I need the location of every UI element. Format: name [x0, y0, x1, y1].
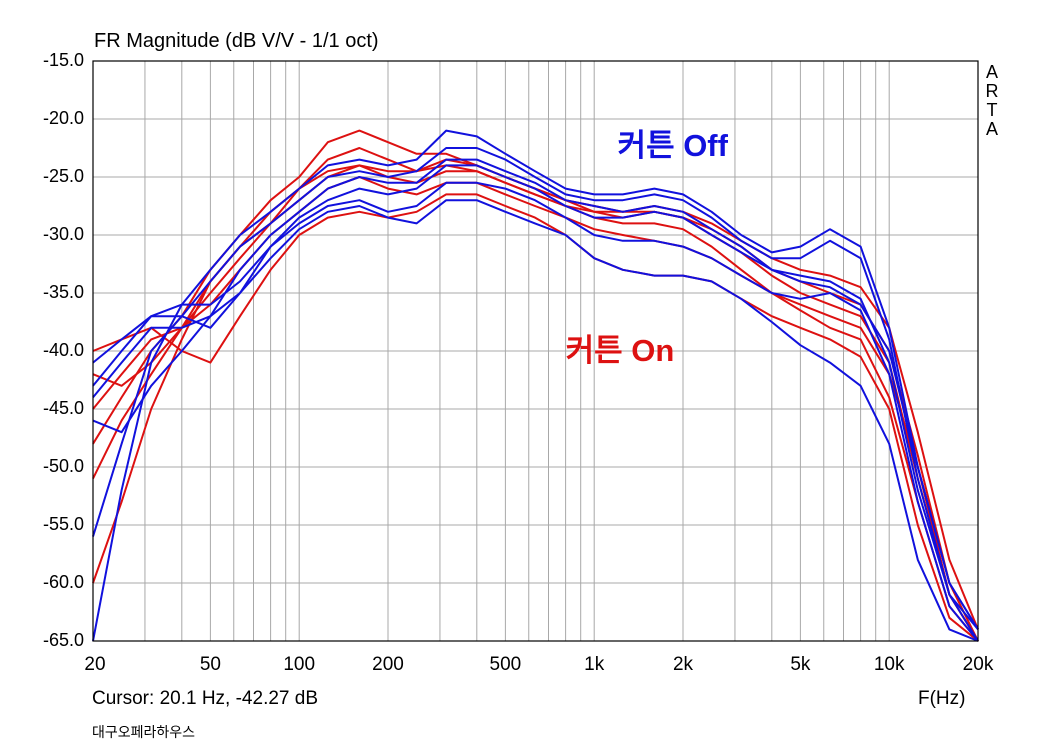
x-tick-label: 1k — [584, 654, 605, 675]
watermark: 대구오페라하우스 — [92, 724, 196, 740]
x-tick-label: 50 — [199, 654, 221, 675]
series-line-off — [92, 164, 979, 642]
x-tick-label: 10k — [873, 654, 905, 675]
series-line-off — [92, 129, 979, 642]
series-layer — [92, 129, 979, 642]
series-line-on — [92, 147, 979, 642]
y-tick-label: -50.0 — [42, 456, 84, 476]
series-line-on — [92, 158, 979, 642]
arta-letter: T — [986, 100, 998, 120]
x-tick-label: 2k — [672, 654, 694, 675]
plot-frame — [92, 60, 979, 642]
x-tick-label: 500 — [489, 654, 522, 675]
y-tick-label: -15.0 — [42, 50, 84, 70]
y-tick-label: -20.0 — [42, 108, 84, 128]
x-tick-label: 20k — [962, 654, 994, 675]
x-tick-label: 100 — [283, 654, 316, 675]
series-line-off — [92, 147, 979, 631]
x-tick-label: 200 — [372, 654, 404, 675]
arta-letter: A — [985, 119, 998, 139]
y-tick-label: -30.0 — [42, 224, 84, 244]
y-tick-label: -25.0 — [42, 166, 84, 186]
y-tick-label: -55.0 — [42, 514, 84, 534]
y-tick-label: -65.0 — [42, 630, 84, 650]
cursor-readout: Cursor: 20.1 Hz, -42.27 dB — [92, 688, 318, 709]
series-line-off — [92, 199, 979, 642]
series-line-off — [92, 158, 979, 630]
arta-letter: R — [985, 81, 999, 101]
series-annotation: 커튼 On — [565, 333, 675, 369]
y-tick-label: -35.0 — [42, 282, 84, 302]
x-tick-label: 5k — [790, 654, 811, 675]
y-tick-label: -60.0 — [42, 572, 84, 592]
series-annotation: 커튼 Off — [617, 127, 728, 163]
x-axis-label: F(Hz) — [918, 688, 966, 709]
chart-title: FR Magnitude (dB V/V - 1/1 oct) — [94, 30, 379, 52]
grid-lines — [93, 61, 978, 641]
x-tick-label: 20 — [84, 654, 106, 675]
arta-letter: A — [985, 62, 998, 82]
y-tick-label: -40.0 — [42, 340, 84, 360]
series-line-on — [92, 193, 979, 642]
y-tick-label: -45.0 — [42, 398, 84, 418]
